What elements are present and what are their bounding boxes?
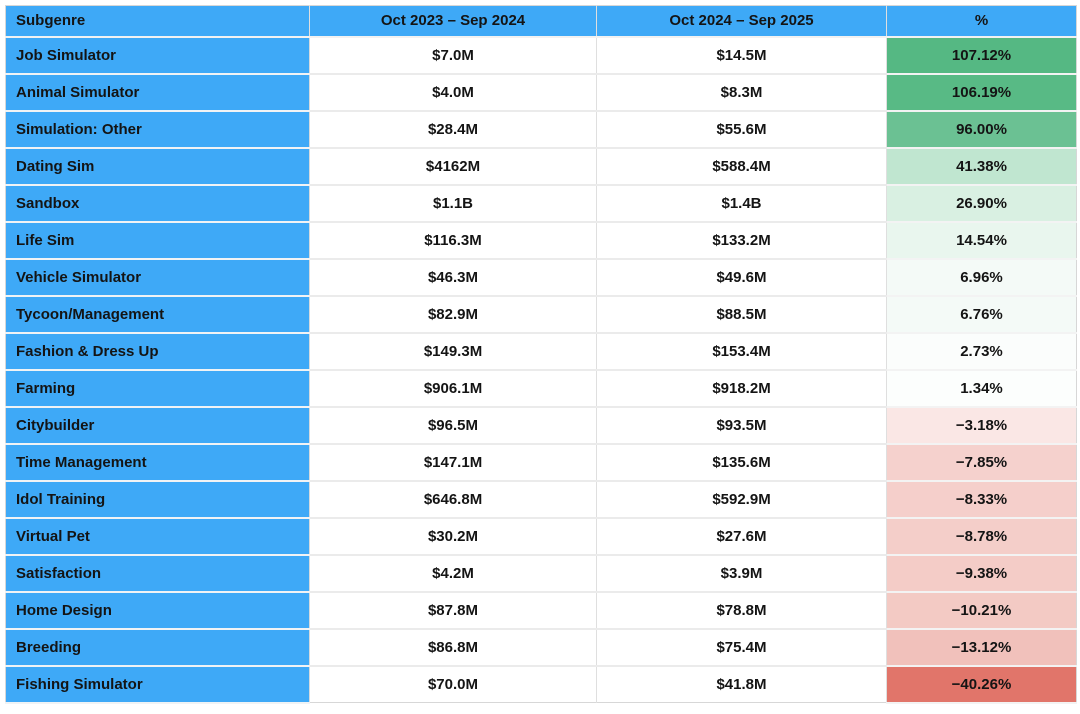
period2-value-cell: $135.6M bbox=[596, 443, 887, 482]
subgenre-revenue-table: Subgenre Oct 2023 – Sep 2024 Oct 2024 – … bbox=[5, 5, 1077, 704]
percent-change-cell: 6.76% bbox=[886, 295, 1077, 334]
table-row: Fashion & Dress Up $149.3M $153.4M 2.73% bbox=[5, 332, 1077, 371]
subgenre-cell: Fashion & Dress Up bbox=[5, 332, 310, 371]
period2-value-cell: $153.4M bbox=[596, 332, 887, 371]
period1-value-cell: $86.8M bbox=[309, 628, 597, 667]
table-row: Citybuilder $96.5M $93.5M −3.18% bbox=[5, 406, 1077, 445]
period2-value-cell: $8.3M bbox=[596, 73, 887, 112]
period1-value-cell: $46.3M bbox=[309, 258, 597, 297]
table-row: Sandbox $1.1B $1.4B 26.90% bbox=[5, 184, 1077, 223]
period2-value-cell: $78.8M bbox=[596, 591, 887, 630]
period1-value-cell: $70.0M bbox=[309, 665, 597, 703]
table-row: Animal Simulator $4.0M $8.3M 106.19% bbox=[5, 73, 1077, 112]
percent-change-cell: −40.26% bbox=[886, 665, 1077, 704]
percent-change-cell: 41.38% bbox=[886, 147, 1077, 186]
subgenre-cell: Farming bbox=[5, 369, 310, 408]
period1-value-cell: $87.8M bbox=[309, 591, 597, 630]
period2-value-cell: $1.4B bbox=[596, 184, 887, 223]
period1-value-cell: $147.1M bbox=[309, 443, 597, 482]
subgenre-cell: Sandbox bbox=[5, 184, 310, 223]
period1-value-cell: $4.0M bbox=[309, 73, 597, 112]
table-body: Job Simulator $7.0M $14.5M 107.12% Anima… bbox=[5, 36, 1077, 704]
subgenre-cell: Vehicle Simulator bbox=[5, 258, 310, 297]
subgenre-cell: Citybuilder bbox=[5, 406, 310, 445]
period1-value-cell: $82.9M bbox=[309, 295, 597, 334]
percent-change-cell: 107.12% bbox=[886, 36, 1077, 75]
table-row: Tycoon/Management $82.9M $88.5M 6.76% bbox=[5, 295, 1077, 334]
table-row: Job Simulator $7.0M $14.5M 107.12% bbox=[5, 36, 1077, 75]
percent-change-cell: 14.54% bbox=[886, 221, 1077, 260]
percent-change-cell: 2.73% bbox=[886, 332, 1077, 371]
period2-value-cell: $133.2M bbox=[596, 221, 887, 260]
percent-change-cell: 96.00% bbox=[886, 110, 1077, 149]
subgenre-revenue-table-container: Subgenre Oct 2023 – Sep 2024 Oct 2024 – … bbox=[5, 5, 1077, 704]
table-row: Satisfaction $4.2M $3.9M −9.38% bbox=[5, 554, 1077, 593]
period2-value-cell: $918.2M bbox=[596, 369, 887, 408]
header-row: Subgenre Oct 2023 – Sep 2024 Oct 2024 – … bbox=[5, 5, 1077, 38]
subgenre-cell: Life Sim bbox=[5, 221, 310, 260]
percent-change-cell: 1.34% bbox=[886, 369, 1077, 408]
subgenre-cell: Job Simulator bbox=[5, 36, 310, 75]
table-row: Time Management $147.1M $135.6M −7.85% bbox=[5, 443, 1077, 482]
period1-value-cell: $7.0M bbox=[309, 36, 597, 75]
subgenre-cell: Idol Training bbox=[5, 480, 310, 519]
table-row: Vehicle Simulator $46.3M $49.6M 6.96% bbox=[5, 258, 1077, 297]
percent-change-cell: −13.12% bbox=[886, 628, 1077, 667]
period1-value-cell: $28.4M bbox=[309, 110, 597, 149]
period2-value-cell: $55.6M bbox=[596, 110, 887, 149]
percent-change-cell: 6.96% bbox=[886, 258, 1077, 297]
percent-change-cell: −9.38% bbox=[886, 554, 1077, 593]
table-row: Farming $906.1M $918.2M 1.34% bbox=[5, 369, 1077, 408]
subgenre-cell: Time Management bbox=[5, 443, 310, 482]
table-row: Idol Training $646.8M $592.9M −8.33% bbox=[5, 480, 1077, 519]
period1-value-cell: $4162M bbox=[309, 147, 597, 186]
table-row: Virtual Pet $30.2M $27.6M −8.78% bbox=[5, 517, 1077, 556]
table-header: Subgenre Oct 2023 – Sep 2024 Oct 2024 – … bbox=[5, 5, 1077, 38]
percent-change-cell: −10.21% bbox=[886, 591, 1077, 630]
period2-value-cell: $49.6M bbox=[596, 258, 887, 297]
table-row: Breeding $86.8M $75.4M −13.12% bbox=[5, 628, 1077, 667]
table-row: Fishing Simulator $70.0M $41.8M −40.26% bbox=[5, 665, 1077, 704]
period2-value-cell: $93.5M bbox=[596, 406, 887, 445]
period2-value-cell: $88.5M bbox=[596, 295, 887, 334]
subgenre-cell: Tycoon/Management bbox=[5, 295, 310, 334]
period1-value-cell: $149.3M bbox=[309, 332, 597, 371]
column-header-subgenre: Subgenre bbox=[5, 5, 310, 38]
subgenre-cell: Simulation: Other bbox=[5, 110, 310, 149]
table-row: Dating Sim $4162M $588.4M 41.38% bbox=[5, 147, 1077, 186]
column-header-period-2: Oct 2024 – Sep 2025 bbox=[596, 5, 887, 38]
period2-value-cell: $592.9M bbox=[596, 480, 887, 519]
period1-value-cell: $116.3M bbox=[309, 221, 597, 260]
period1-value-cell: $906.1M bbox=[309, 369, 597, 408]
subgenre-cell: Home Design bbox=[5, 591, 310, 630]
period1-value-cell: $4.2M bbox=[309, 554, 597, 593]
period2-value-cell: $3.9M bbox=[596, 554, 887, 593]
percent-change-cell: −8.33% bbox=[886, 480, 1077, 519]
period2-value-cell: $588.4M bbox=[596, 147, 887, 186]
subgenre-cell: Animal Simulator bbox=[5, 73, 310, 112]
column-header-period-1: Oct 2023 – Sep 2024 bbox=[309, 5, 597, 38]
percent-change-cell: 106.19% bbox=[886, 73, 1077, 112]
percent-change-cell: −7.85% bbox=[886, 443, 1077, 482]
period2-value-cell: $75.4M bbox=[596, 628, 887, 667]
period2-value-cell: $14.5M bbox=[596, 36, 887, 75]
table-row: Simulation: Other $28.4M $55.6M 96.00% bbox=[5, 110, 1077, 149]
subgenre-cell: Virtual Pet bbox=[5, 517, 310, 556]
subgenre-cell: Dating Sim bbox=[5, 147, 310, 186]
period1-value-cell: $30.2M bbox=[309, 517, 597, 556]
period1-value-cell: $1.1B bbox=[309, 184, 597, 223]
subgenre-cell: Breeding bbox=[5, 628, 310, 667]
percent-change-cell: 26.90% bbox=[886, 184, 1077, 223]
table-row: Life Sim $116.3M $133.2M 14.54% bbox=[5, 221, 1077, 260]
table-row: Home Design $87.8M $78.8M −10.21% bbox=[5, 591, 1077, 630]
subgenre-cell: Satisfaction bbox=[5, 554, 310, 593]
subgenre-cell: Fishing Simulator bbox=[5, 665, 310, 704]
percent-change-cell: −8.78% bbox=[886, 517, 1077, 556]
column-header-percent: % bbox=[886, 5, 1077, 38]
period1-value-cell: $646.8M bbox=[309, 480, 597, 519]
period1-value-cell: $96.5M bbox=[309, 406, 597, 445]
percent-change-cell: −3.18% bbox=[886, 406, 1077, 445]
period2-value-cell: $41.8M bbox=[596, 665, 887, 703]
period2-value-cell: $27.6M bbox=[596, 517, 887, 556]
